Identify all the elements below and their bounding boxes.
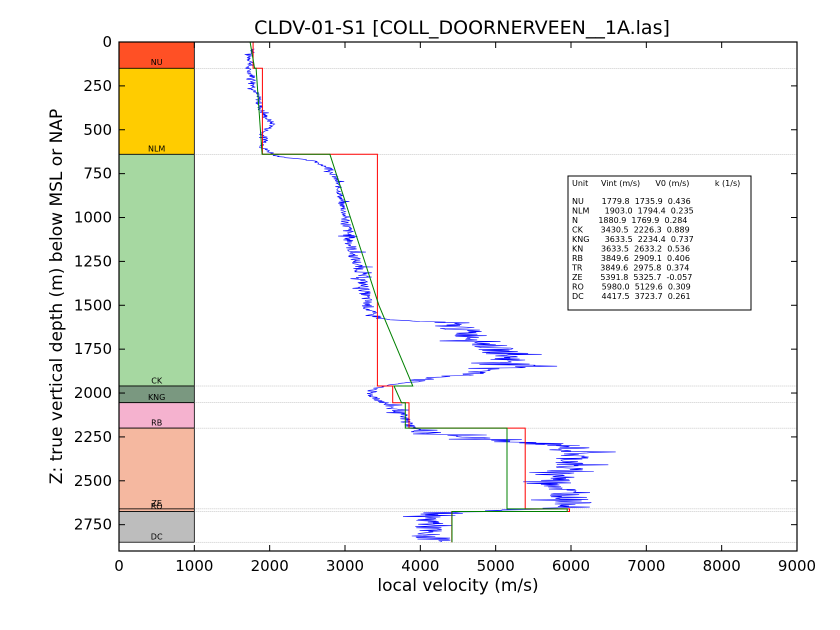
velocity-series [244,41,616,543]
x-tick-label: 8000 [703,557,741,575]
table-row: N 1880.9 1769.9 0.284 [572,216,687,225]
x-axis-label: local velocity (m/s) [377,576,538,596]
y-tick-label: 2500 [74,472,112,490]
unit-label-ze: ZE [151,499,162,508]
velocity-table: Unit Vint (m/s) V0 (m/s) k (1/s) NU 1779.… [567,175,752,311]
unit-label-rb: RB [151,419,162,428]
unit-label-kng: KNG [148,393,165,402]
table-row: NU 1779.8 1735.9 0.436 [572,197,691,206]
table-box [567,175,752,311]
y-tick-label: 0 [102,33,112,51]
plot-area [118,41,798,552]
unit-band-nu [118,41,195,69]
linear-model-line [249,41,568,543]
unit-label-ro: RO [151,502,163,511]
x-tick-label: 0 [114,557,124,575]
y-tick-label: 2000 [74,384,112,402]
unit-band-ze [118,427,195,510]
unit-band-ck [118,153,195,387]
x-tick-label: 9000 [778,557,816,575]
table-row: RO 5980.0 5129.6 0.309 [572,283,691,292]
y-axis-label: Z: true vertical depth (m) below MSL or … [47,109,67,484]
y-tick-label: 2250 [74,428,112,446]
table-row: RB 3849.6 2909.1 0.406 [572,254,690,263]
y-tick-label: 1500 [74,296,112,314]
table-row: ZE 5391.8 5325.7 -0.057 [572,273,692,282]
table-row: KNG 3633.5 2234.4 0.737 [572,235,694,244]
y-tick-label: 1000 [74,209,112,227]
unit-label-dc: DC [151,533,163,542]
x-tick-label: 1000 [175,557,213,575]
chart-title: CLDV-01-S1 [COLL_DOORNERVEEN__1A.las] [254,17,670,39]
table-row: TR 3849.6 2975.8 0.374 [571,264,689,273]
x-tick-label: 3000 [326,557,364,575]
table-row: CK 3430.5 2226.3 0.889 [572,226,690,235]
x-tick-label: 4000 [401,557,439,575]
y-tick-label: 1750 [74,340,112,358]
y-tick-label: 2750 [74,516,112,534]
unit-band-nlm [118,67,195,155]
unit-band-rb [118,402,195,429]
x-tick-label: 5000 [477,557,515,575]
interval-velocity-line [252,42,570,543]
y-tick-label: 500 [83,121,112,139]
measured-velocity-line [244,48,616,542]
table-row: DC 4417.5 3723.7 0.261 [572,292,691,301]
x-tick-label: 2000 [251,557,289,575]
x-axis-ticks: 0 1000 2000 3000 4000 5000 6000 7000 8000 9000 [114,42,816,575]
y-tick-label: 250 [83,77,112,95]
unit-label-nu: NU [151,58,163,67]
y-tick-label: 750 [83,165,112,183]
table-row: NLM 1903.0 1794.4 0.235 [572,207,694,216]
x-tick-label: 7000 [627,557,665,575]
unit-label-ck: CK [151,376,163,385]
y-axis-ticks: 0 250 500 750 1000 1250 1500 1750 2000 2250 2500 27… [74,33,797,534]
table-row: KN 3633.5 2633.2 0.536 [572,245,690,254]
unit-label-nlm: NLM [148,145,165,154]
y-tick-label: 1250 [74,252,112,270]
table-header: Unit Vint (m/s) V0 (m/s) k (1/s) [572,179,740,188]
x-tick-label: 6000 [552,557,590,575]
